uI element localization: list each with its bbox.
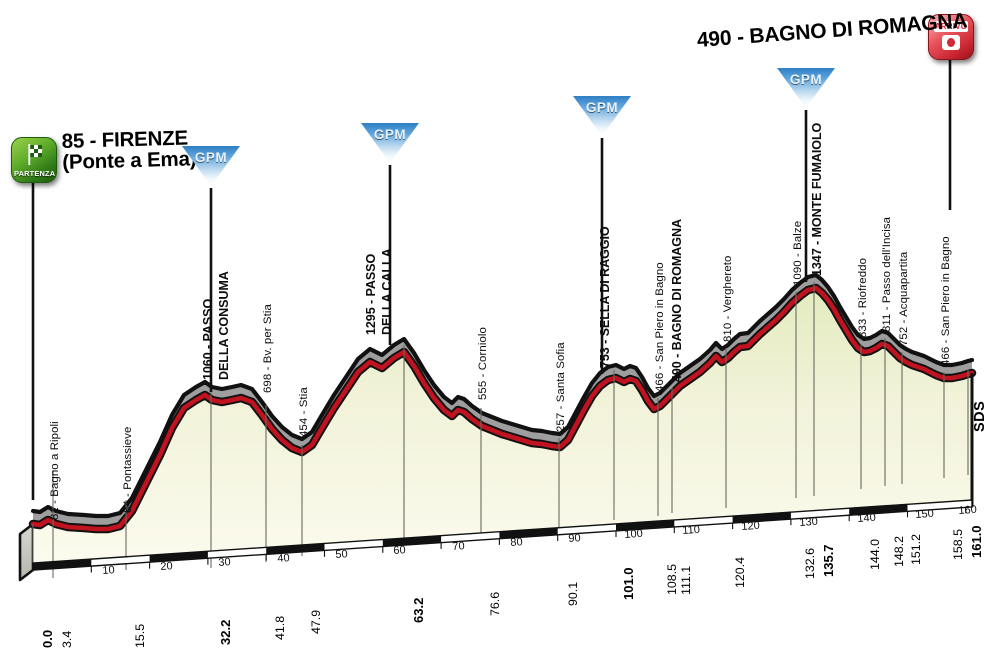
- start-title-line2: (Ponte a Ema): [61, 147, 197, 174]
- km-label-101-0: 101.0: [621, 567, 636, 600]
- km-label-41-8: 41.8: [273, 615, 287, 640]
- point-label-passo-della-calla-line2: DELLA CALLA: [380, 248, 394, 335]
- km-label-0: 0.0: [40, 629, 55, 648]
- ruler-tick-100: 100: [624, 527, 644, 541]
- point-label-monte-fumaiolo: 1347 - MONTE FUMAIOLO: [810, 122, 824, 276]
- distance-scale-bar: [32, 499, 973, 573]
- point-label-balze: 1090 - Balze: [792, 220, 804, 286]
- ruler-tick-140: 140: [857, 511, 877, 525]
- km-label-132-6: 132.6: [803, 547, 817, 579]
- ruler-tick-30: 30: [218, 556, 232, 569]
- point-leader-lines: [32, 282, 969, 578]
- km-label-148-2: 148.2: [892, 535, 906, 567]
- km-label-144-0: 144.0: [868, 538, 882, 570]
- point-label-passo-della-consuma-line2: DELLA CONSUMA: [217, 271, 231, 380]
- ruler-tick-40: 40: [277, 552, 291, 565]
- point-label-santa-sofia: 257 - Santa Sofia: [555, 342, 567, 432]
- km-label-111-1: 111.1: [679, 565, 693, 595]
- ruler-tick-50: 50: [335, 548, 349, 561]
- point-label-passo-dell-incisa: 811 - Passo dell'Incisa: [881, 216, 893, 332]
- profile-left-endcap: [18, 522, 35, 582]
- ruler-tick-60: 60: [393, 544, 407, 557]
- checkered-flag-icon: [21, 144, 47, 168]
- km-label-108-5: 108.5: [665, 563, 679, 595]
- gpm-label: GPM: [194, 150, 228, 165]
- km-label-63-2: 63.2: [411, 597, 426, 623]
- km-label-151-2: 151.2: [909, 533, 923, 565]
- km-label-161-0: 161.0: [969, 525, 984, 558]
- point-label-san-piero-in-bagno-2: 466 - San Piero in Bagno: [940, 236, 952, 366]
- point-label-pontassieve: 84 - Pontassieve: [122, 426, 134, 513]
- finish-camera-icon: [942, 35, 960, 50]
- gpm-label: GPM: [789, 72, 823, 87]
- point-label-corniolo: 555 - Corniolo: [477, 327, 489, 400]
- km-label-135-7: 135.7: [821, 544, 836, 577]
- point-label-riofreddo: 833 - Riofreddo: [857, 257, 869, 338]
- ruler-tick-120: 120: [741, 519, 761, 533]
- point-label-passo-della-consuma-line1: 1060 - PASSO: [201, 298, 215, 380]
- point-label-bagno-di-romagna: 490 - BAGNO DI ROMAGNA: [670, 219, 684, 382]
- gpm-marker-monte-fumaiolo[interactable]: GPM: [777, 68, 835, 112]
- sds-label: SDS: [972, 400, 988, 432]
- gpm-label: GPM: [585, 100, 619, 115]
- gpm-marker-passo-della-consuma[interactable]: GPM: [182, 146, 240, 190]
- start-badge-partenza[interactable]: PARTENZA: [11, 137, 57, 183]
- point-label-san-piero-in-bagno-1: 466 - San Piero in Bagno: [654, 262, 666, 392]
- ruler-tick-160: 160: [958, 503, 978, 517]
- start-badge-label: PARTENZA: [14, 169, 56, 178]
- point-label-acquapartita: 752 - Acquapartita: [898, 251, 910, 346]
- finish-badge-label: ARRIVO: [934, 21, 968, 32]
- gpm-marker-sella-di-raggio[interactable]: GPM: [573, 96, 631, 140]
- marker-stems: [31, 58, 952, 500]
- km-label-76-6: 76.6: [488, 591, 502, 616]
- finish-badge-arrivo[interactable]: ARRIVO: [928, 14, 974, 60]
- ruler-tick-90: 90: [568, 532, 582, 545]
- km-label-15-5: 15.5: [133, 623, 147, 648]
- km-label-3-4: 3.4: [60, 630, 74, 648]
- ruler-tick-150: 150: [915, 507, 935, 521]
- point-label-bv-per-stia: 698 - Bv. per Stia: [262, 304, 274, 393]
- ruler-tick-130: 130: [799, 515, 819, 529]
- route-line: [28, 283, 977, 534]
- profile-area-fill: [33, 288, 972, 570]
- ruler-tick-80: 80: [510, 536, 524, 549]
- point-label-passo-della-calla-line1: 1295 - PASSO: [364, 253, 378, 335]
- km-label-90-1: 90.1: [566, 581, 580, 606]
- profile-outline: [30, 272, 975, 519]
- ruler-tick-70: 70: [452, 540, 466, 553]
- ruler-tick-110: 110: [682, 523, 701, 537]
- point-label-verghereto: 810 - Verghereto: [722, 255, 734, 342]
- gpm-marker-passo-della-calla[interactable]: GPM: [361, 123, 419, 167]
- point-label-sella-di-raggio: 753 - SELLA DI RAGGIO: [598, 226, 612, 368]
- point-label-stia: 454 - Stia: [298, 387, 310, 437]
- km-label-47-9: 47.9: [309, 609, 323, 634]
- start-title: 85 - FIRENZE (Ponte a Ema): [61, 126, 197, 174]
- gpm-label: GPM: [373, 127, 407, 142]
- km-label-158-5: 158.5: [951, 528, 965, 560]
- ruler-tick-10: 10: [102, 564, 116, 577]
- ruler-tick-20: 20: [160, 560, 174, 573]
- km-label-32-2: 32.2: [218, 619, 233, 645]
- point-label-bagno-a-ripoli: 81 - Bagno a Ripoli: [49, 421, 61, 520]
- km-label-120-4: 120.4: [733, 556, 747, 588]
